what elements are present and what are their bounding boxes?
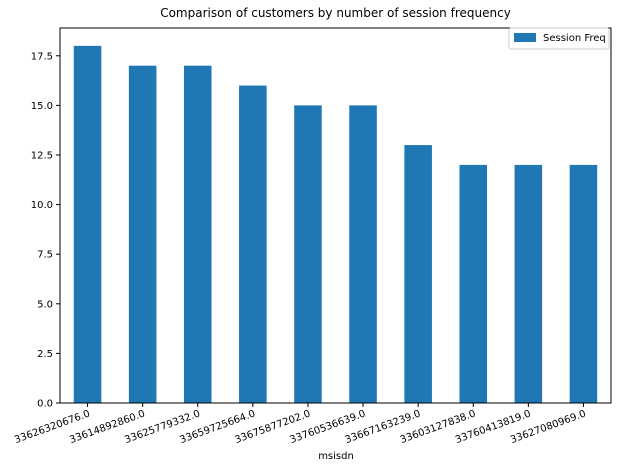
bar <box>128 65 157 403</box>
bar <box>514 164 543 403</box>
x-axis-label: msisdn <box>318 451 354 462</box>
legend-label: Session Freq <box>543 33 606 44</box>
y-tick-label: 10.0 <box>31 200 53 211</box>
y-tick-label: 2.5 <box>37 349 53 360</box>
bar <box>459 164 488 403</box>
y-tick-label: 0.0 <box>37 399 53 410</box>
plot-frame <box>59 27 612 404</box>
y-tick-label: 5.0 <box>37 299 53 310</box>
legend: Session Freq <box>508 27 610 50</box>
legend-swatch <box>514 33 536 42</box>
bar <box>239 85 267 404</box>
bar <box>183 65 212 403</box>
chart-title: Comparison of customers by number of ses… <box>160 6 511 20</box>
y-tick-label: 15.0 <box>31 101 53 112</box>
bar <box>73 45 102 403</box>
y-tick-label: 17.5 <box>31 51 53 62</box>
y-tick-label: 7.5 <box>37 250 53 261</box>
bar <box>294 105 322 403</box>
y-axis-ticks: 0.0 2.5 5.0 7.5 10.0 12.5 15.0 17.5 <box>31 51 60 410</box>
bar <box>569 164 598 403</box>
bars <box>73 45 598 404</box>
bar <box>349 105 377 403</box>
y-tick-label: 12.5 <box>31 150 53 161</box>
bar <box>404 145 432 404</box>
x-axis-ticks: 33626320676.033614892860.033625779332.03… <box>13 403 587 446</box>
